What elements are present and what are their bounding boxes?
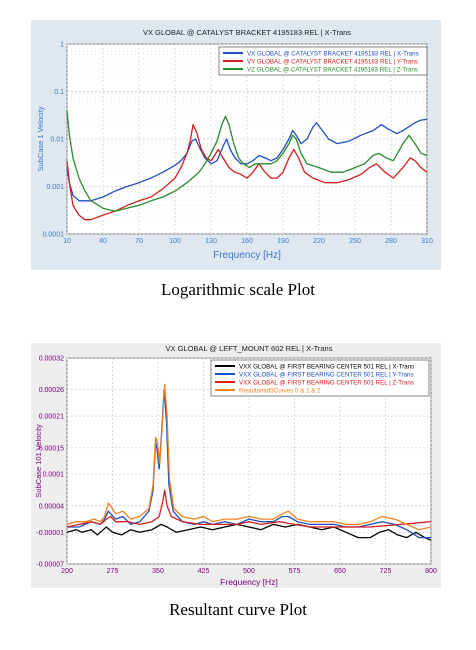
y-tick-label: 0.00004	[39, 503, 64, 510]
x-axis-label: Frequency [Hz]	[220, 577, 278, 587]
series-line-1	[66, 124, 428, 221]
x-tick-label: 200	[61, 568, 73, 575]
y-tick-label: -0.00001	[36, 530, 64, 537]
x-tick-label: 100	[169, 238, 181, 245]
y-axis-label: SubCase 1 Velocity	[36, 106, 45, 171]
legend-entry: VXX GLOBAL @ FIRST BEARING CENTER 501 RE…	[239, 371, 414, 378]
legend-box	[210, 359, 430, 397]
log-scale-chart-panel: VX GLOBAL @ CATALYST BRACKET 4195183 REL…	[31, 20, 441, 270]
x-tick-label: 650	[334, 568, 346, 575]
y-tick-label: 0.0001	[43, 232, 65, 239]
chart-title: VX GLOBAL @ LEFT_MOUNT 602 REL | X-Trans	[166, 344, 333, 353]
legend-box	[218, 46, 428, 76]
log-scale-caption: Logarithmic scale Plot	[161, 280, 315, 299]
x-tick-label: 220	[313, 238, 325, 245]
legend-entry: VXX GLOBAL @ FIRST BEARING CENTER 501 RE…	[239, 379, 414, 386]
legend-entry: VX GLOBAL @ CATALYST BRACKET 4195183 REL…	[247, 50, 419, 57]
x-tick-label: 575	[289, 568, 301, 575]
resultant-chart-panel: VX GLOBAL @ LEFT_MOUNT 602 REL | X-Trans…	[31, 343, 441, 588]
legend: VX GLOBAL @ CATALYST BRACKET 4195183 REL…	[218, 46, 428, 76]
x-tick-label: 425	[198, 568, 210, 575]
y-tick-label: 0.00015	[39, 445, 64, 452]
series-line-3	[66, 383, 432, 531]
y-tick-label: 0.01	[50, 137, 64, 144]
y-tick-label: 0.00032	[39, 356, 64, 363]
legend-entry: VXX GLOBAL @ FIRST BEARING CENTER 501 RE…	[239, 363, 414, 370]
series-line-2	[66, 489, 432, 528]
x-tick-label: 190	[277, 238, 289, 245]
series-line-2	[66, 110, 428, 212]
x-tick-label: 250	[349, 238, 361, 245]
chart-title: VX GLOBAL @ CATALYST BRACKET 4195183 REL…	[143, 28, 351, 37]
x-tick-label: 280	[385, 238, 397, 245]
y-tick-label: 0.00026	[39, 387, 64, 394]
legend: VXX GLOBAL @ FIRST BEARING CENTER 501 RE…	[210, 359, 430, 397]
series-line-0	[66, 118, 428, 202]
x-tick-label: 10	[63, 238, 71, 245]
x-tick-label: 130	[205, 238, 217, 245]
y-tick-label: 0.001	[46, 184, 64, 191]
x-tick-label: 350	[152, 568, 164, 575]
x-tick-label: 500	[243, 568, 255, 575]
x-tick-label: 725	[380, 568, 392, 575]
legend-entry: Resultantof3Curves 0 & 1 & 2	[239, 387, 321, 394]
resultant-curve-chart: VX GLOBAL @ LEFT_MOUNT 602 REL | X-Trans…	[34, 344, 437, 587]
y-tick-label: 0.0001	[43, 472, 65, 479]
y-axis-label: SubCase 101 Velocity	[34, 424, 43, 498]
x-axis-label: Frequency [Hz]	[213, 250, 281, 261]
x-tick-label: 275	[107, 568, 119, 575]
y-tick-label: 0.00021	[39, 414, 64, 421]
x-tick-label: 310	[421, 238, 433, 245]
legend-entry: VY GLOBAL @ CATALYST BRACKET 4195183 REL…	[247, 58, 418, 65]
x-tick-label: 70	[135, 238, 143, 245]
y-tick-label: 1	[60, 42, 64, 49]
x-tick-label: 40	[99, 238, 107, 245]
x-tick-label: 160	[241, 238, 253, 245]
log-scale-chart: VX GLOBAL @ CATALYST BRACKET 4195183 REL…	[36, 28, 433, 261]
y-tick-label: 0.1	[54, 89, 64, 96]
legend-entry: VZ GLOBAL @ CATALYST BRACKET 4195183 REL…	[247, 66, 418, 73]
y-tick-label: -0.00007	[36, 562, 64, 569]
x-tick-label: 800	[425, 568, 437, 575]
resultant-caption: Resultant curve Plot	[169, 600, 307, 619]
